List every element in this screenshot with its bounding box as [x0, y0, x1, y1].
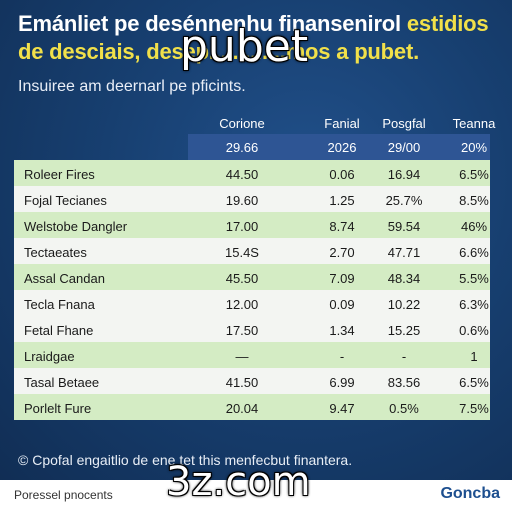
table-cell: 41.50	[225, 375, 259, 390]
footer-bar: Poressel pnocents Goncba	[0, 480, 512, 512]
row-label: Fojal Tecianes	[24, 193, 107, 208]
row-label: Porlelt Fure	[24, 401, 92, 416]
table-row: Welstobe Dangler 17.00 8.74 59.54 46%	[14, 212, 490, 238]
footnote: © Cpofal engaitlio de ene tet this menfe…	[18, 452, 353, 468]
table-cell: 17.00	[225, 219, 259, 234]
table-cell: -	[401, 349, 407, 364]
row-label: Roleer Fires	[24, 167, 95, 182]
table-cell: 1	[470, 349, 478, 364]
table-row: Tectaeates 15.4S 2.70 47.71 6.6%	[14, 238, 490, 264]
table-cell: 0.6%	[459, 323, 489, 338]
table-cell: 25.7%	[385, 193, 423, 208]
column-header: Fanial	[324, 116, 360, 131]
table-cell: 19.60	[225, 193, 259, 208]
row-label: Assal Candan	[24, 271, 105, 286]
table-cell: 83.56	[387, 375, 421, 390]
table-row: Assal Candan 45.50 7.09 48.34 5.5%	[14, 264, 490, 290]
table-cell: 44.50	[225, 167, 259, 182]
footer-left-text: Poressel pnocents	[14, 488, 113, 502]
column-header: Corione	[219, 116, 265, 131]
row-label: Tecla Fnana	[24, 297, 95, 312]
column-header: Teanna	[452, 116, 496, 131]
row-label: Tectaeates	[24, 245, 87, 260]
table-cell: 1.25	[329, 193, 355, 208]
footer-brand-logo: Goncba	[440, 485, 500, 502]
table-cell: 6.5%	[459, 375, 489, 390]
table-cell: 6.5%	[459, 167, 489, 182]
table-cell: 45.50	[225, 271, 259, 286]
watermark-domain: 3z.com	[166, 459, 311, 505]
period-cell: 29/00	[387, 140, 421, 155]
table-header-row: Corione Fanial Posgfal Teanna	[14, 110, 495, 134]
page-title: Emánliet pe desénnenhu finansenirol esti…	[18, 10, 498, 66]
title-line-1: Emánliet pe desénnenhu finansenirol esti…	[18, 10, 498, 38]
table-cell: 0.06	[329, 167, 355, 182]
table-cell: 6.3%	[459, 297, 489, 312]
table-row: Tecla Fnana 12.00 0.09 10.22 6.3%	[14, 290, 490, 316]
table-row: Fetal Fhane 17.50 1.34 15.25 0.6%	[14, 316, 490, 342]
table-cell: 7.5%	[459, 401, 489, 416]
table-row: Lraidgae — - - 1	[14, 342, 490, 368]
table-cell: 6.6%	[459, 245, 489, 260]
table-cell: 20.04	[225, 401, 259, 416]
table-cell: 10.22	[387, 297, 421, 312]
table-row: Roleer Fires 44.50 0.06 16.94 6.5%	[14, 160, 490, 186]
table-cell: 12.00	[225, 297, 259, 312]
table-cell: 8.5%	[459, 193, 489, 208]
table-cell: 0.09	[329, 297, 355, 312]
table-cell: 6.99	[329, 375, 355, 390]
table-cell: 16.94	[387, 167, 421, 182]
table-cell: 48.34	[387, 271, 421, 286]
row-label: Fetal Fhane	[24, 323, 94, 338]
row-label: Tasal Betaee	[24, 375, 100, 390]
table-cell: 47.71	[387, 245, 421, 260]
table-cell: 15.25	[387, 323, 421, 338]
table-cell: 46%	[460, 219, 488, 234]
table-row: Porlelt Fure 20.04 9.47 0.5% 7.5%	[14, 394, 490, 420]
table-cell: 2.70	[329, 245, 355, 260]
table-cell: -	[339, 349, 345, 364]
title-line-2: de desciais, desep.............mos a pub…	[18, 39, 419, 64]
period-cell: 20%	[460, 140, 488, 155]
title-line-1-yellow: estidios	[406, 11, 489, 36]
period-cell: 29.66	[225, 140, 259, 155]
row-label: Welstobe Dangler	[24, 219, 128, 234]
row-label: Lraidgae	[24, 349, 75, 364]
table-cell: —	[235, 349, 249, 364]
column-header: Posgfal	[382, 116, 426, 131]
table-cell: 9.47	[329, 401, 355, 416]
financial-table: Corione Fanial Posgfal Teanna 29.66 2026…	[14, 110, 495, 420]
table-period-row: 29.66 2026 29/00 20%	[188, 134, 490, 160]
table-row: Fojal Tecianes 19.60 1.25 25.7% 8.5%	[14, 186, 490, 212]
table-cell: 7.09	[329, 271, 355, 286]
table-cell: 59.54	[387, 219, 421, 234]
table-cell: 17.50	[225, 323, 259, 338]
table-cell: 5.5%	[459, 271, 489, 286]
subtitle: Insuiree am deernarl pe pficints.	[18, 78, 246, 95]
title-line-1-white: Emánliet pe desénnenhu finansenirol	[18, 11, 407, 36]
table-cell: 15.4S	[225, 245, 259, 260]
table-cell: 0.5%	[389, 401, 419, 416]
period-cell: 2026	[327, 140, 357, 155]
watermark-brand: pubet	[180, 21, 309, 72]
table-cell: 8.74	[329, 219, 355, 234]
table-cell: 1.34	[329, 323, 355, 338]
table-row: Tasal Betaee 41.50 6.99 83.56 6.5%	[14, 368, 490, 394]
